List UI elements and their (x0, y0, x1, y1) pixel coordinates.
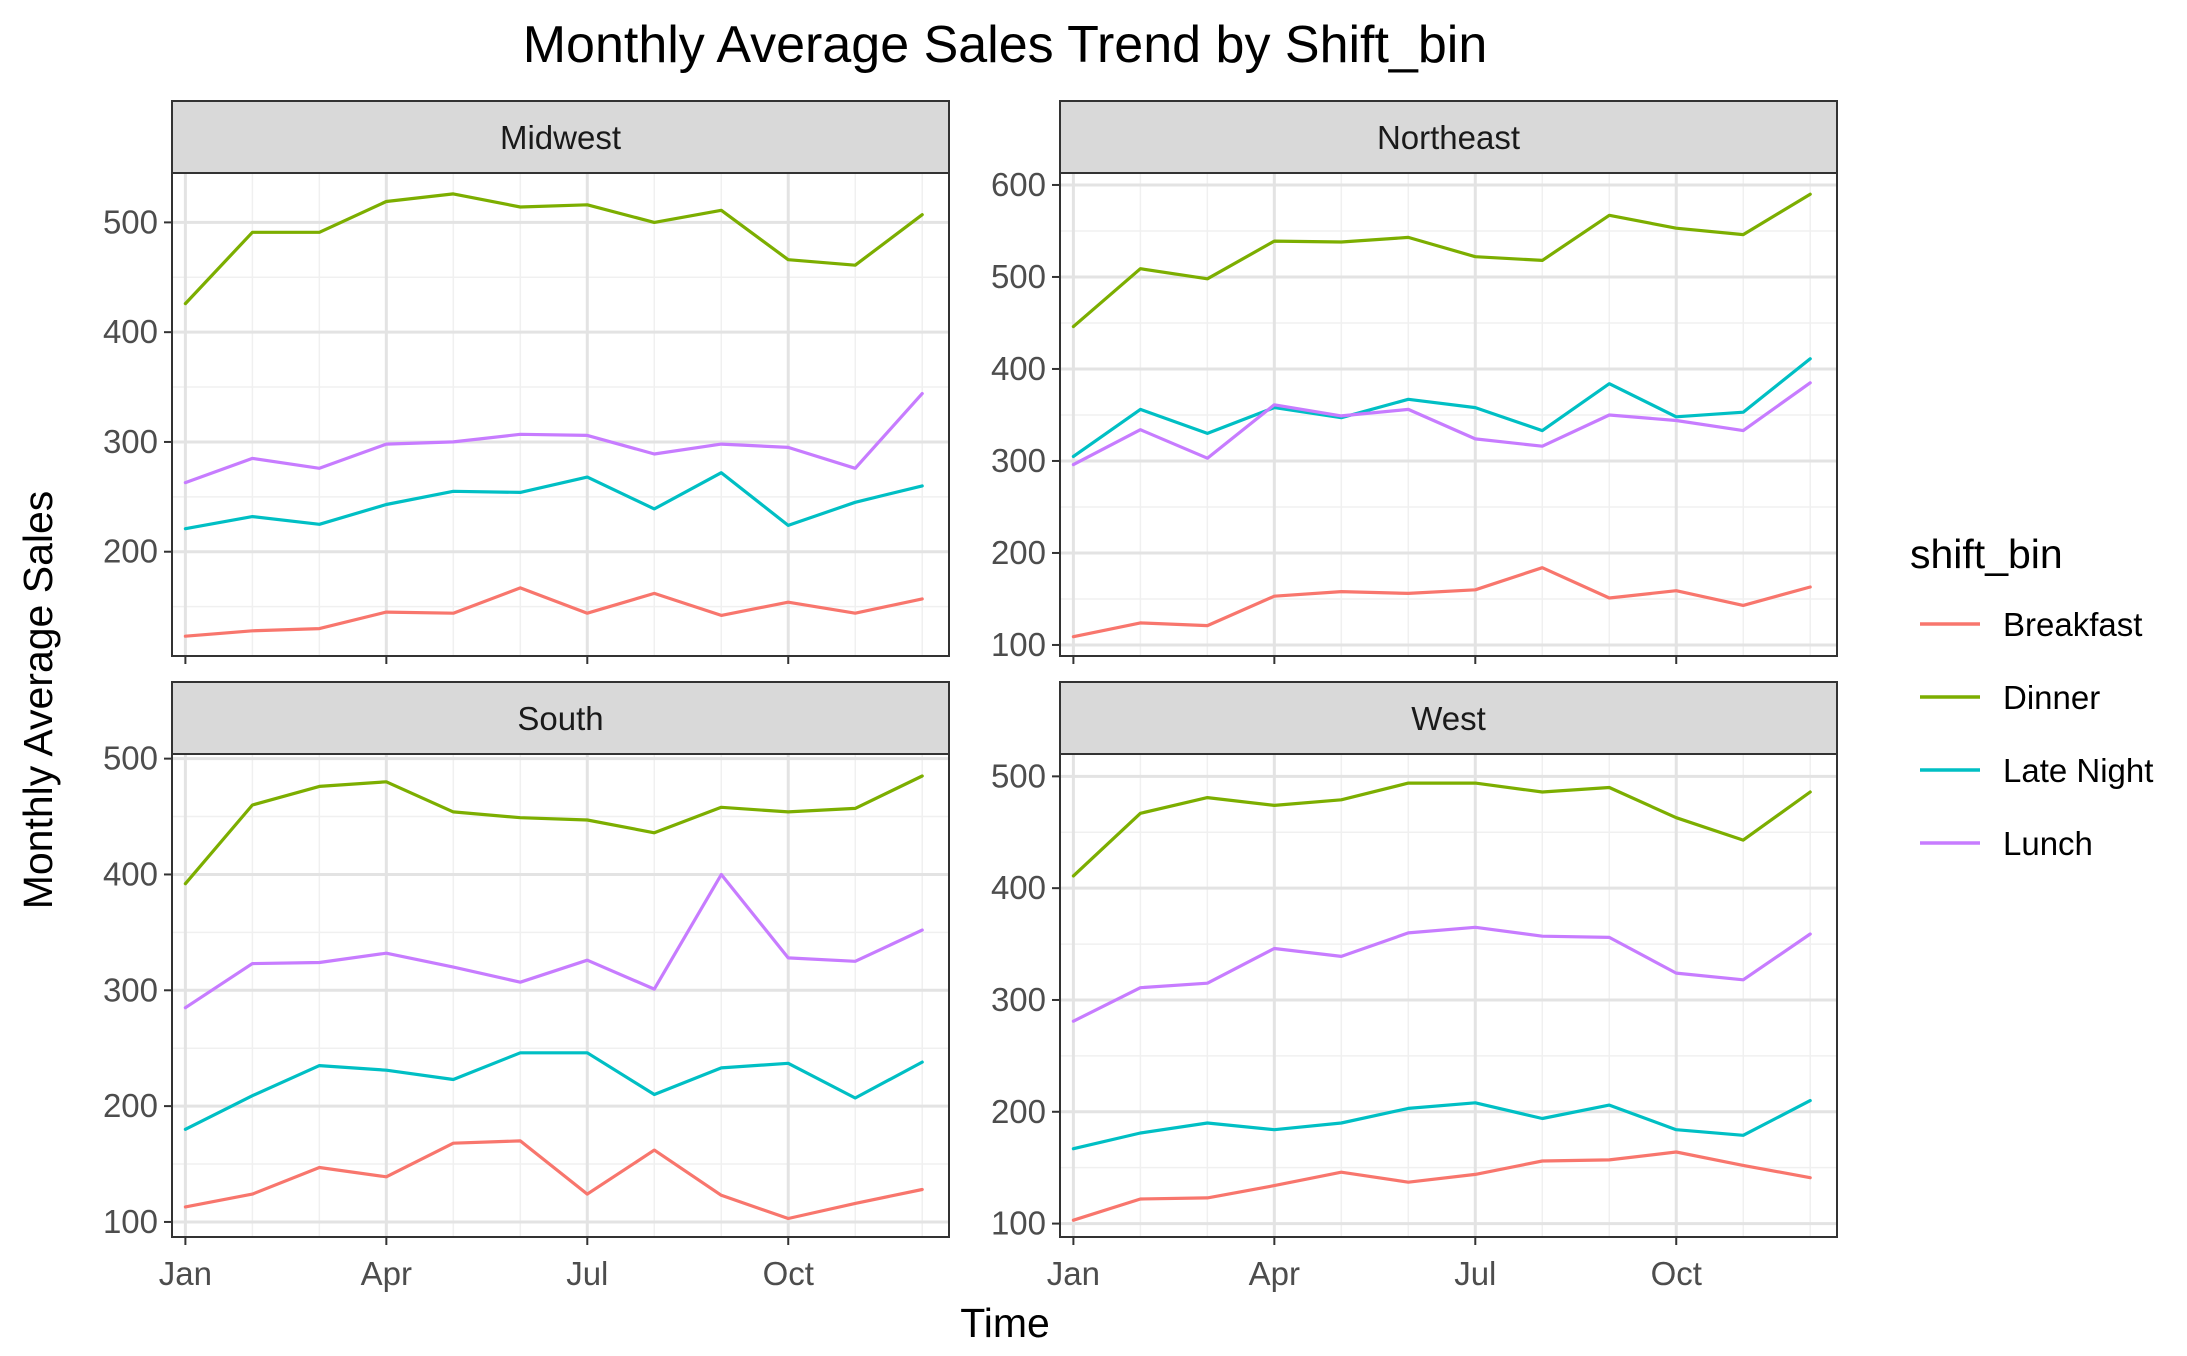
y-tick-label: 400 (103, 313, 158, 350)
y-tick-label: 300 (103, 423, 158, 460)
series-line-south-late-night (183, 1051, 924, 1131)
y-tick-label: 500 (991, 757, 1046, 794)
series-line-west-lunch (1071, 925, 1812, 1023)
y-tick-label: 600 (991, 166, 1046, 203)
y-tick-label: 200 (991, 1093, 1046, 1130)
y-tick-label: 500 (991, 258, 1046, 295)
legend-label-late-night: Late Night (2003, 752, 2153, 789)
strip-label-northeast: Northeast (1377, 119, 1520, 156)
series-line-west-late-night (1071, 1098, 1812, 1151)
panel-west: West 100 200 300 400 500 Jan Apr Jul Oct (991, 681, 1838, 1292)
series-line-northeast-late-night (1071, 357, 1812, 458)
x-tick-label: Jan (1047, 1255, 1100, 1292)
strip-midwest (171, 100, 950, 174)
series-line-west-breakfast (1071, 1150, 1812, 1222)
plot-area-midwest (172, 173, 949, 656)
x-tick-label: Oct (763, 1255, 814, 1292)
legend-label-lunch: Lunch (2003, 825, 2093, 862)
strip-label-south: South (517, 700, 603, 737)
series-group-northeast (1071, 192, 1812, 639)
strip-label-west: West (1411, 700, 1486, 737)
y-tick-label: 500 (103, 740, 158, 777)
y-tick-label: 200 (991, 534, 1046, 571)
grid-northeast (1060, 173, 1837, 656)
panel-border-south (171, 753, 950, 1238)
x-tick-label: Apr (361, 1255, 412, 1292)
y-tick-label: 100 (991, 626, 1046, 663)
strip-west (1059, 681, 1838, 755)
plot-area-west (1060, 754, 1837, 1237)
series-line-midwest-lunch (183, 392, 924, 485)
y-axis-title: Monthly Average Sales (15, 491, 61, 910)
y-tick-label: 300 (103, 971, 158, 1008)
y-tick-label: 200 (103, 1087, 158, 1124)
chart-title: Monthly Average Sales Trend by Shift_bin (523, 16, 1488, 74)
series-line-northeast-breakfast (1071, 566, 1812, 639)
panel-border-west (1059, 753, 1838, 1238)
y-tick-label: 300 (991, 981, 1046, 1018)
plot-area-south (172, 754, 949, 1237)
strip-label-midwest: Midwest (500, 119, 621, 156)
panel-border-midwest (171, 172, 950, 657)
grid-west (1060, 754, 1837, 1237)
x-tick-label: Apr (1249, 1255, 1300, 1292)
legend-label-dinner: Dinner (2003, 679, 2100, 716)
series-line-midwest-breakfast (183, 586, 924, 638)
y-tick-label: 400 (103, 855, 158, 892)
series-line-midwest-dinner (183, 192, 924, 306)
series-line-northeast-lunch (1071, 381, 1812, 467)
series-line-south-dinner (183, 774, 924, 886)
legend-title: shift_bin (1910, 531, 2063, 577)
strip-northeast (1059, 100, 1838, 174)
x-tick-label: Jul (1454, 1255, 1496, 1292)
x-tick-label: Jul (566, 1255, 608, 1292)
y-tick-label: 100 (991, 1205, 1046, 1242)
x-tick-label: Oct (1651, 1255, 1702, 1292)
grid-south (172, 754, 949, 1237)
series-line-south-breakfast (183, 1139, 924, 1221)
y-tick-label: 500 (103, 203, 158, 240)
series-group-south (183, 774, 924, 1221)
y-tick-label: 400 (991, 350, 1046, 387)
y-tick-label: 100 (103, 1203, 158, 1240)
x-axis-title: Time (960, 1300, 1050, 1346)
legend: shift_bin Breakfast Dinner Late Night Lunch (1910, 531, 2153, 862)
y-tick-label: 400 (991, 869, 1046, 906)
series-line-south-lunch (183, 872, 924, 1010)
y-tick-label: 300 (991, 442, 1046, 479)
panel-northeast: Northeast 100 200 300 400 500 600 (991, 100, 1838, 664)
series-line-midwest-late-night (183, 471, 924, 531)
y-tick-label: 200 (103, 533, 158, 570)
legend-label-breakfast: Breakfast (2003, 606, 2142, 643)
facet-panels: Midwest 200 300 400 500 Northeast 100 200 300 400… (103, 100, 1838, 1292)
panel-south: South 100 200 300 400 500 Jan Apr Jul Oct (103, 681, 950, 1292)
panel-border-northeast (1059, 172, 1838, 657)
series-group-midwest (183, 192, 924, 638)
panel-midwest: Midwest 200 300 400 500 (103, 100, 950, 664)
series-line-west-dinner (1071, 781, 1812, 878)
series-group-west (1071, 781, 1812, 1222)
x-tick-label: Jan (159, 1255, 212, 1292)
series-line-northeast-dinner (1071, 192, 1812, 329)
